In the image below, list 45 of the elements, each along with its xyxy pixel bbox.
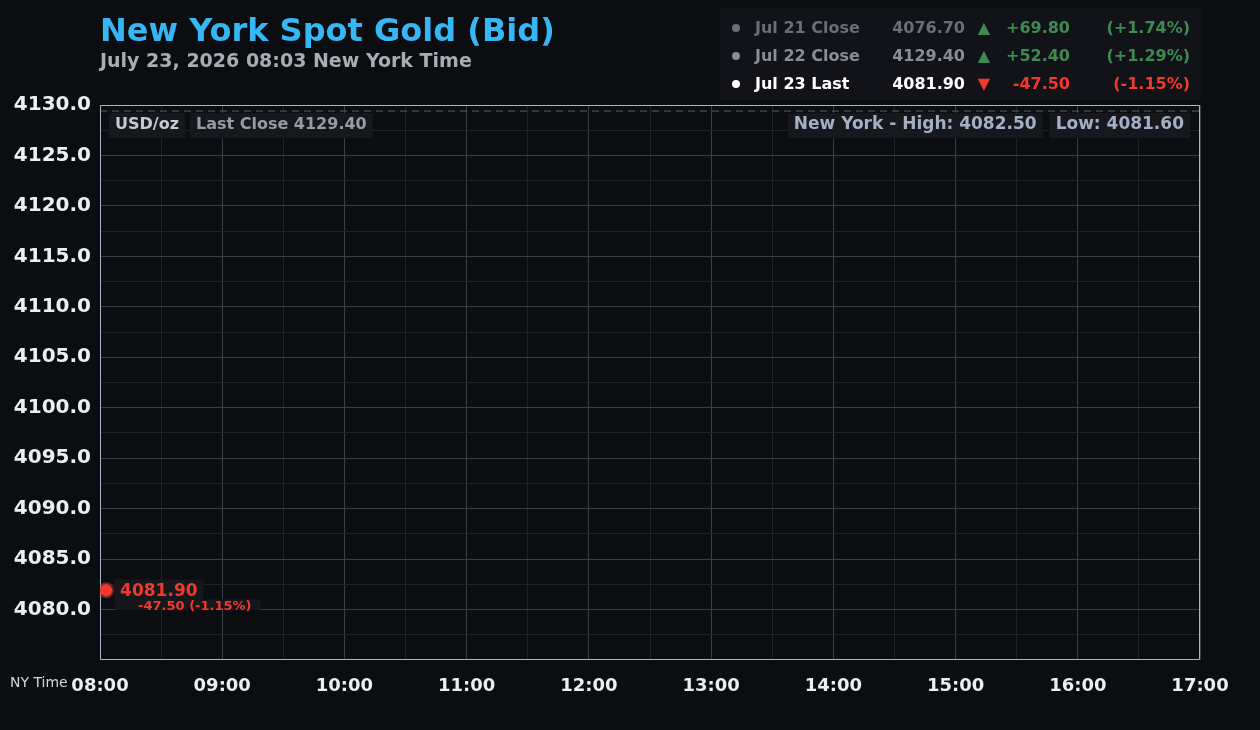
x-axis-title: NY Time [10,673,68,690]
x-tick-label: 15:00 [926,674,985,696]
x-tick-label: 12:00 [560,674,618,696]
data-label: 4081.90 [120,579,198,600]
y-axis-title: USD/oz [115,114,179,134]
annotation: Low: 4081.60 [1055,113,1185,134]
text: 4129.40 [892,46,965,66]
annotation: New York - High: 4082.50 [793,113,1037,134]
text: (+1.74%) [1106,18,1190,38]
text: ▲ [976,18,992,38]
text: ▲ [976,46,992,66]
x-tick-label: 10:00 [315,674,374,696]
ref-line-label: Last Close 4129.40 [195,114,367,134]
x-tick-label: 08:00 [71,674,129,696]
chart-title: New York Spot Gold (Bid) [100,11,555,49]
x-tick-label: 11:00 [438,674,496,696]
chart-subtitle: July 23, 2026 08:03 New York Time [98,49,472,71]
y-tick-label: 4115.0 [13,242,91,267]
text: ▼ [976,74,992,94]
y-tick-label: 4085.0 [13,545,91,570]
x-tick-label: 16:00 [1049,674,1107,696]
text: Jul 22 Close [755,46,860,66]
x-tick-label: 17:00 [1171,674,1229,696]
x-tick-label: 13:00 [682,674,740,696]
y-tick-label: 4120.0 [13,192,91,217]
y-tick-label: 4130.0 [13,91,91,116]
annotation: -47.50 (-1.15%) [138,597,252,613]
text: 4076.70 [892,18,965,38]
text: 4081.90 [892,74,965,94]
x-tick-label: 14:00 [804,674,862,696]
text: -47.50 [1012,74,1070,94]
y-tick-label: 4090.0 [13,494,91,519]
text: Jul 23 Last [755,74,850,94]
text: (-1.15%) [1113,74,1190,94]
text: (+1.29%) [1106,46,1190,66]
text: +52.40 [1005,46,1070,66]
text: +69.80 [1005,18,1070,38]
x-tick-label: 09:00 [193,674,251,696]
y-tick-label: 4125.0 [13,141,91,166]
y-tick-label: 4080.0 [13,595,91,620]
text: Jul 21 Close [755,18,860,38]
y-tick-label: 4105.0 [13,343,91,368]
y-tick-label: 4100.0 [13,393,91,418]
y-tick-label: 4110.0 [13,293,91,318]
y-tick-label: 4095.0 [13,444,91,469]
